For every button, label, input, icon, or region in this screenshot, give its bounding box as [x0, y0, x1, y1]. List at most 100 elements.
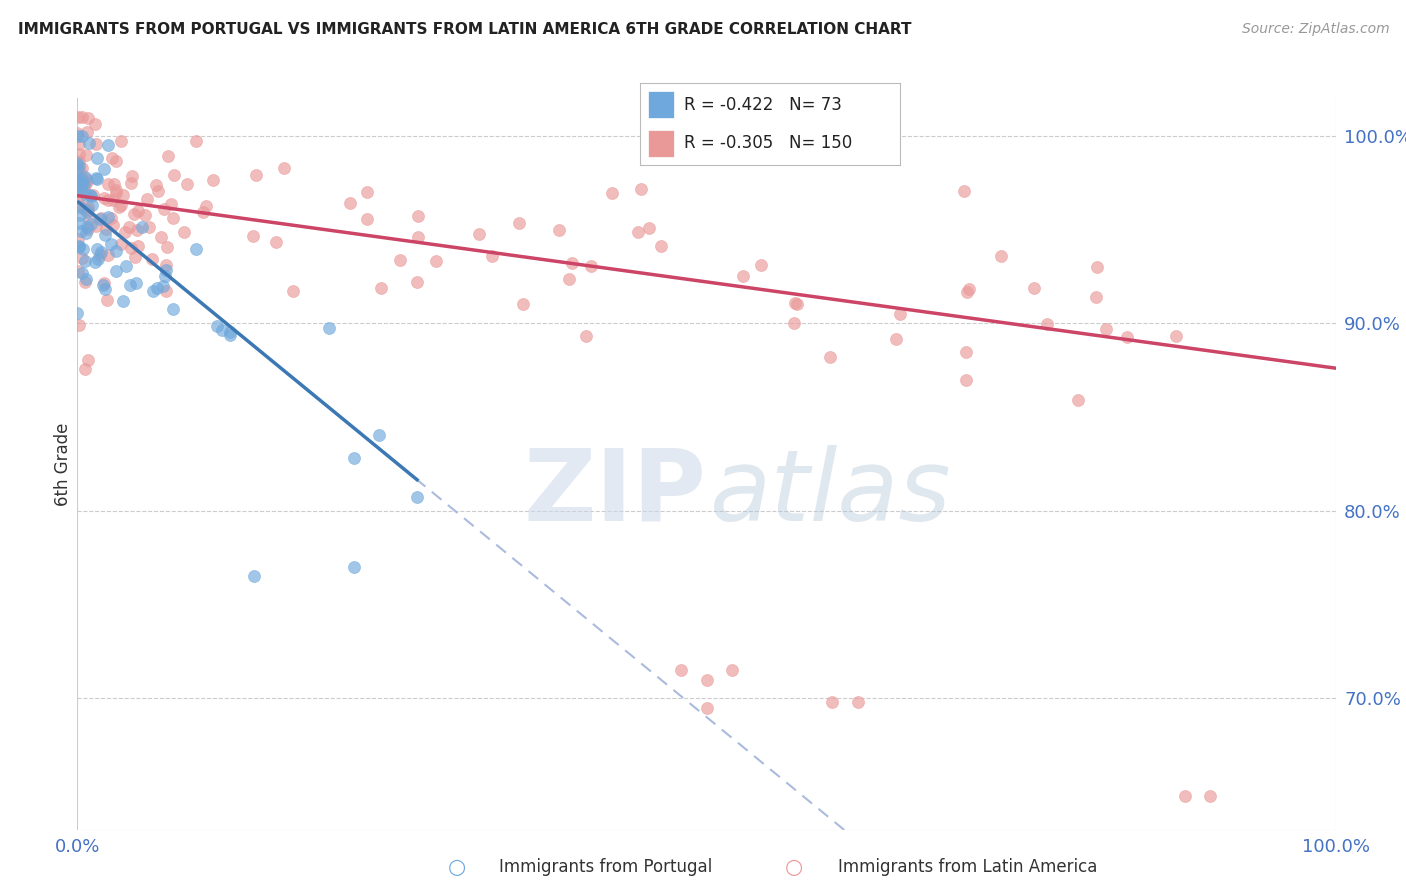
Text: ZIP: ZIP: [523, 444, 707, 541]
Point: [211, 323, 233, 337]
Point: [264, 235, 287, 249]
Point: [173, 226, 195, 240]
Point: [84, 117, 107, 131]
Point: [142, 284, 165, 298]
Point: [69, 175, 91, 189]
Point: [1174, 789, 1197, 803]
Point: [1094, 321, 1116, 335]
Point: [389, 253, 412, 268]
Point: [273, 161, 295, 176]
Text: ○: ○: [449, 857, 465, 877]
Point: [105, 263, 128, 277]
Point: [67, 159, 90, 173]
Point: [76, 204, 98, 219]
Point: [731, 269, 754, 284]
Point: [70, 181, 93, 195]
Point: [155, 284, 177, 298]
Point: [111, 187, 134, 202]
Point: [93, 276, 115, 290]
Point: [100, 237, 122, 252]
Point: [76, 222, 98, 236]
Text: Immigrants from Portugal: Immigrants from Portugal: [499, 858, 713, 876]
Point: [1067, 393, 1090, 408]
Point: [957, 282, 980, 296]
Point: [205, 319, 228, 334]
Point: [956, 285, 979, 300]
Point: [406, 490, 429, 504]
Point: [281, 284, 304, 298]
Point: [112, 293, 135, 308]
Point: [846, 695, 869, 709]
Point: [1166, 329, 1188, 343]
Point: [156, 240, 179, 254]
Point: [69, 165, 91, 179]
Point: [77, 202, 100, 217]
Point: [97, 193, 120, 207]
Point: [152, 279, 174, 293]
Text: ○: ○: [786, 857, 803, 877]
Point: [70, 128, 93, 143]
Point: [90, 211, 112, 226]
Point: [76, 200, 98, 214]
Point: [73, 177, 96, 191]
Point: [75, 171, 97, 186]
Point: [67, 154, 90, 169]
Point: [120, 177, 142, 191]
Point: [69, 224, 91, 238]
FancyBboxPatch shape: [648, 129, 673, 157]
Point: [90, 245, 112, 260]
Y-axis label: 6th Grade: 6th Grade: [53, 422, 72, 506]
Point: [97, 137, 120, 152]
Point: [66, 155, 89, 169]
Point: [481, 249, 503, 263]
Point: [600, 186, 623, 200]
Point: [1116, 329, 1139, 343]
Point: [66, 306, 89, 320]
Point: [242, 569, 264, 583]
Point: [368, 428, 391, 442]
Point: [339, 196, 361, 211]
Point: [153, 268, 176, 283]
Point: [104, 244, 127, 259]
Point: [79, 136, 101, 150]
Point: [720, 663, 742, 677]
Point: [818, 350, 841, 364]
Point: [468, 227, 491, 241]
Point: [76, 174, 98, 188]
Point: [67, 264, 90, 278]
Point: [406, 275, 429, 289]
Point: [110, 134, 132, 148]
Point: [696, 673, 718, 687]
Point: [69, 189, 91, 203]
Point: [406, 210, 429, 224]
Point: [75, 147, 97, 161]
Point: [76, 219, 98, 234]
Point: [67, 240, 90, 254]
Point: [103, 218, 125, 232]
Point: [70, 176, 93, 190]
Point: [638, 220, 661, 235]
Point: [93, 161, 115, 176]
Point: [82, 188, 104, 202]
Point: [650, 238, 672, 252]
Point: [195, 198, 218, 212]
Text: atlas: atlas: [710, 444, 952, 541]
Point: [163, 168, 186, 182]
Point: [73, 182, 96, 196]
Point: [343, 450, 366, 465]
Point: [66, 172, 89, 186]
Point: [84, 255, 107, 269]
Point: [1022, 280, 1045, 294]
Point: [84, 171, 107, 186]
Point: [67, 318, 90, 332]
Point: [1084, 290, 1107, 304]
Point: [155, 258, 177, 272]
Point: [202, 173, 225, 187]
Point: [67, 178, 90, 192]
Point: [884, 332, 907, 346]
Point: [150, 230, 173, 244]
Point: [97, 247, 120, 261]
Point: [70, 172, 93, 186]
Point: [73, 275, 96, 289]
Point: [76, 353, 98, 368]
